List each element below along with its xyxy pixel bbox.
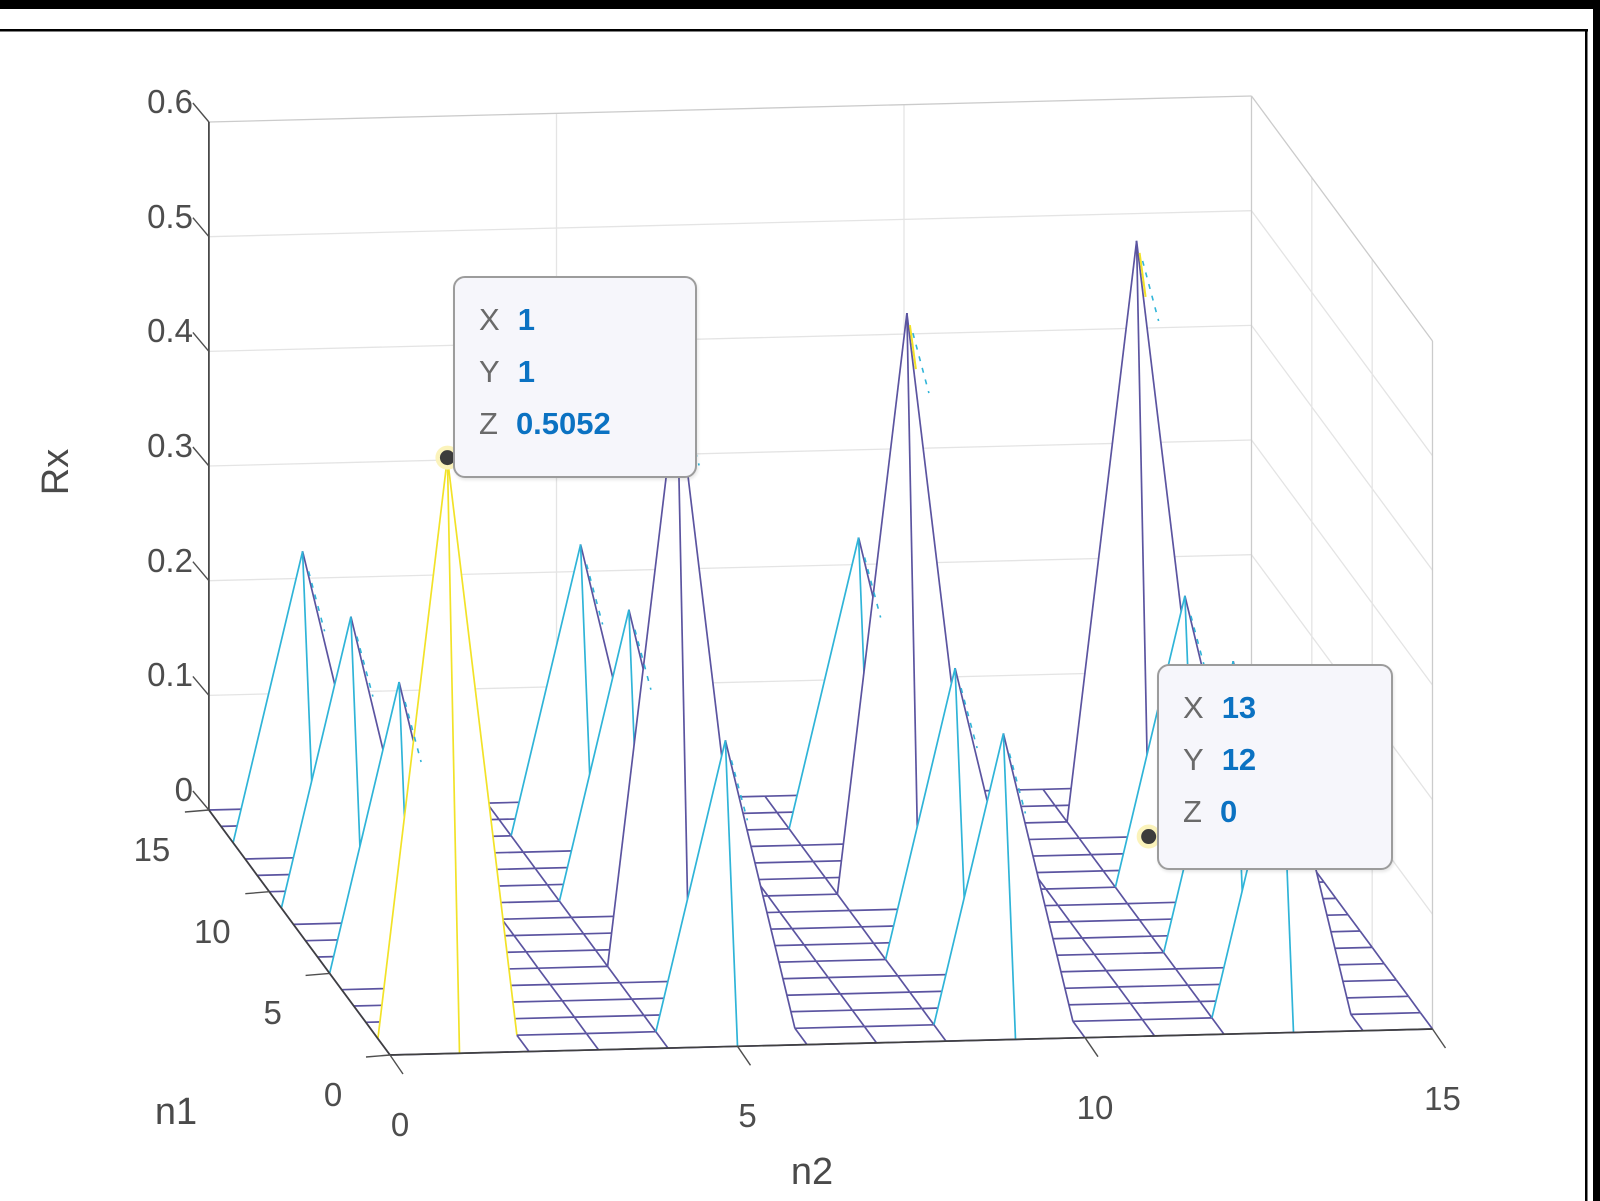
- window-frame-inner-top: [0, 29, 1588, 32]
- z-tick-label: 0.4: [147, 312, 193, 350]
- datatip-x-value: 13: [1221, 690, 1257, 725]
- z-tick-label: 0.3: [147, 427, 193, 465]
- datatip-row: X 13: [1183, 682, 1381, 734]
- datatip-row: Y 1: [479, 346, 685, 398]
- x-tick-label: 5: [738, 1097, 757, 1135]
- datatip-z-label: Z: [1183, 794, 1202, 829]
- y-tick-label: 0: [323, 1076, 343, 1113]
- datatip-y-value: 1: [517, 354, 535, 389]
- x-tick-label: 0: [390, 1106, 410, 1143]
- datatip-z-value: 0.5052: [515, 406, 611, 441]
- datatip-y-label: Y: [1183, 742, 1204, 777]
- z-axis-label: Rx: [35, 448, 77, 496]
- datatip-anchor-dot[interactable]: [1141, 829, 1157, 845]
- z-tick-label: 0.5: [147, 197, 193, 235]
- datatip-x-label: X: [1183, 690, 1204, 725]
- y-tick-label: 10: [193, 912, 231, 950]
- x-tick-label: 15: [1424, 1080, 1461, 1117]
- z-tick-label: 0.1: [147, 656, 193, 694]
- datatip-row: Y 12: [1183, 734, 1381, 786]
- datatip-z-label: Z: [479, 406, 498, 441]
- datatip-row: Z 0: [1183, 786, 1381, 838]
- window-frame-top: [0, 0, 1600, 9]
- datatip-x-label: X: [479, 302, 500, 337]
- datatip-anchor-dot[interactable]: [439, 450, 455, 466]
- y-tick-label: 15: [133, 831, 171, 869]
- y-axis-label: n1: [154, 1091, 198, 1133]
- datatip-floor[interactable]: X 13 Y 12 Z 0: [1157, 664, 1393, 870]
- z-tick-label: 0.2: [147, 541, 193, 579]
- datatip-y-label: Y: [479, 354, 500, 389]
- datatip-row: Z 0.5052: [479, 398, 685, 450]
- x-tick-label: 10: [1076, 1088, 1114, 1126]
- z-tick-label: 0.6: [147, 83, 193, 121]
- datatip-y-value: 12: [1221, 742, 1257, 777]
- datatip-x-value: 1: [517, 302, 535, 337]
- datatip-peak[interactable]: X 1 Y 1 Z 0.5052: [453, 276, 697, 478]
- x-axis-label: n2: [790, 1151, 834, 1193]
- z-tick-label: 0: [174, 771, 193, 809]
- window-frame-inner-right: [1585, 29, 1588, 1201]
- datatip-z-value: 0: [1219, 794, 1238, 829]
- datatip-row: X 1: [479, 294, 685, 346]
- window-frame-right: [1593, 0, 1600, 1201]
- y-tick-label: 5: [263, 994, 282, 1032]
